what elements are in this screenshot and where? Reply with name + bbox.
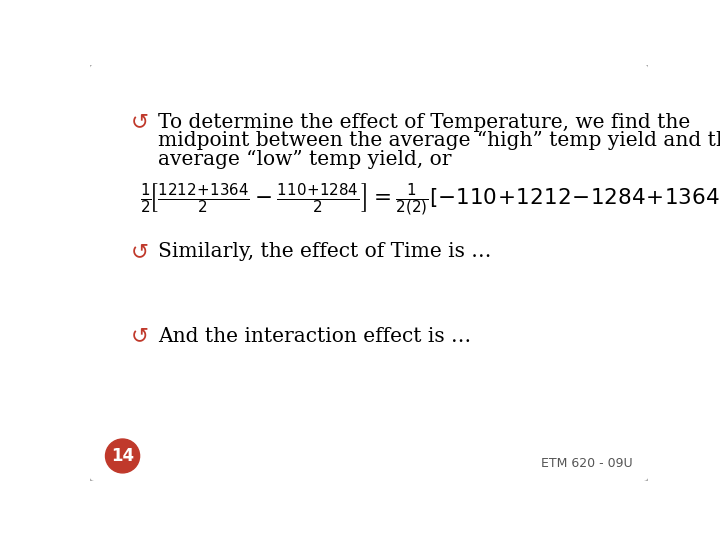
Text: ↺: ↺ [130, 242, 148, 262]
Text: And the interaction effect is …: And the interaction effect is … [158, 327, 472, 346]
Circle shape [106, 439, 140, 473]
Text: $\frac{1}{2}\!\left[\frac{1212\!+\!1364}{2} - \frac{110\!+\!1284}{2}\right]= \fr: $\frac{1}{2}\!\left[\frac{1212\!+\!1364}… [140, 182, 720, 219]
Text: ETM 620 - 09U: ETM 620 - 09U [541, 457, 632, 470]
Text: ↺: ↺ [130, 327, 148, 347]
Text: ↺: ↺ [130, 112, 148, 132]
Text: average “low” temp yield, or: average “low” temp yield, or [158, 150, 451, 168]
FancyBboxPatch shape [89, 63, 649, 482]
Text: 14: 14 [111, 447, 134, 465]
Text: To determine the effect of Temperature, we find the: To determine the effect of Temperature, … [158, 112, 690, 132]
Text: midpoint between the average “high” temp yield and the: midpoint between the average “high” temp… [158, 131, 720, 150]
Text: Similarly, the effect of Time is …: Similarly, the effect of Time is … [158, 242, 492, 261]
